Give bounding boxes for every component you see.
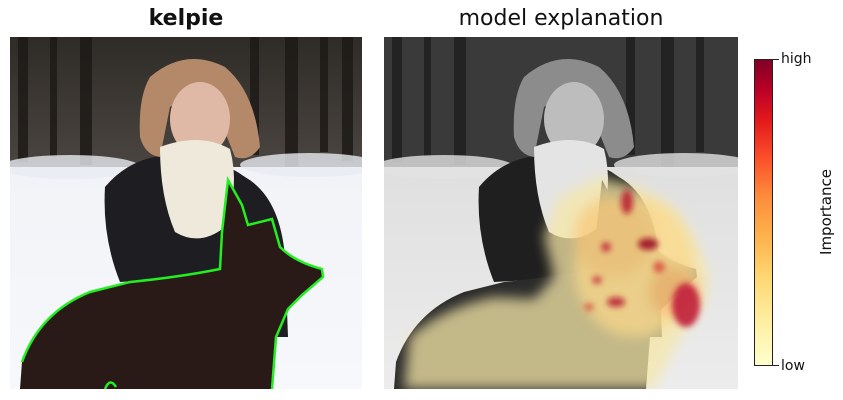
importance-colorbar xyxy=(754,59,773,366)
colorbar-tick-low xyxy=(773,365,779,366)
colorbar-high-label: high xyxy=(781,51,812,67)
explanation-image xyxy=(384,37,738,389)
right-panel-title: model explanation xyxy=(458,6,664,31)
explanation-image-panel xyxy=(384,37,738,389)
input-image xyxy=(10,37,362,389)
left-panel-title: kelpie xyxy=(148,6,224,31)
colorbar-tick-high xyxy=(773,59,779,60)
segmentation-outline xyxy=(20,176,325,389)
input-image-panel xyxy=(10,37,362,389)
colorbar-axis-label: Importance xyxy=(817,169,835,255)
colorbar-low-label: low xyxy=(781,358,805,374)
importance-heatmap xyxy=(404,177,709,389)
